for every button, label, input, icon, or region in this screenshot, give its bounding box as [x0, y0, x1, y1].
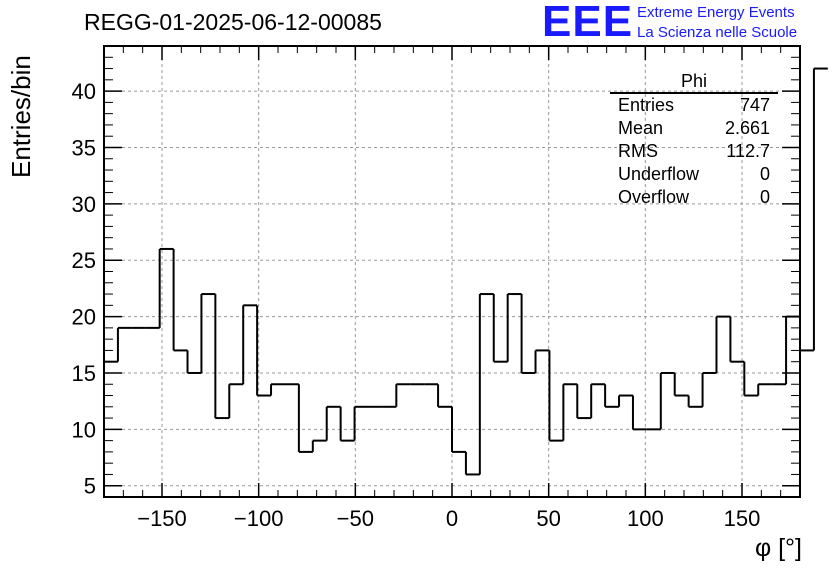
stats-row-underflow: Underflow 0: [610, 163, 778, 186]
y-tick-label: 25: [72, 248, 96, 273]
stats-value: 112.7: [726, 141, 770, 161]
y-tick-label: 35: [72, 135, 96, 160]
y-tick-label: 5: [84, 474, 96, 499]
logo-line-2: La Scienza nelle Scuole: [637, 24, 798, 41]
stats-label: Overflow: [618, 187, 690, 207]
x-tick-label: 50: [536, 506, 560, 531]
y-tick-label: 10: [72, 417, 96, 442]
stats-row-rms: RMS 112.7: [610, 140, 778, 163]
x-tick-label: 150: [724, 506, 761, 531]
y-tick-label: 40: [72, 79, 96, 104]
x-tick-label: −150: [137, 506, 187, 531]
x-axis-label: φ [°]: [754, 534, 802, 562]
stats-label: Mean: [618, 118, 664, 138]
x-tick-label: 100: [627, 506, 664, 531]
stats-row-entries: Entries 747: [610, 94, 778, 117]
stats-title: Phi: [610, 70, 778, 94]
x-tick-label: −50: [337, 506, 374, 531]
stats-label: RMS: [618, 141, 658, 161]
y-tick-label: 20: [72, 305, 96, 330]
y-tick-label: 30: [72, 192, 96, 217]
stats-value: 2.661: [724, 118, 770, 138]
y-axis-label: Entries/bin: [6, 55, 36, 178]
y-tick-label: 15: [72, 361, 96, 386]
histogram-series: [104, 67, 828, 476]
stats-label: Underflow: [618, 164, 700, 184]
stats-value: 747: [739, 95, 770, 115]
tick-labels: −150 −100 −50 0 50 100 150 5 10 15 20 25 30 35 40: [72, 79, 761, 531]
stats-row-mean: Mean 2.661: [610, 117, 778, 140]
stats-label: Entries: [618, 95, 675, 115]
stats-value: 0: [759, 187, 770, 207]
x-tick-label: −100: [234, 506, 284, 531]
stats-box: Phi Entries 747 Mean 2.661 RMS 112.7 Und…: [610, 70, 778, 209]
logo-line-1: Extreme Energy Events: [637, 4, 795, 21]
x-tick-label: 0: [446, 506, 458, 531]
stats-row-overflow: Overflow 0: [610, 186, 778, 209]
axis-ticks: [104, 45, 800, 498]
chart-title: REGG-01-2025-06-12-00085: [84, 9, 382, 35]
stats-value: 0: [759, 164, 770, 184]
eee-logo: EEE: [542, 0, 634, 46]
